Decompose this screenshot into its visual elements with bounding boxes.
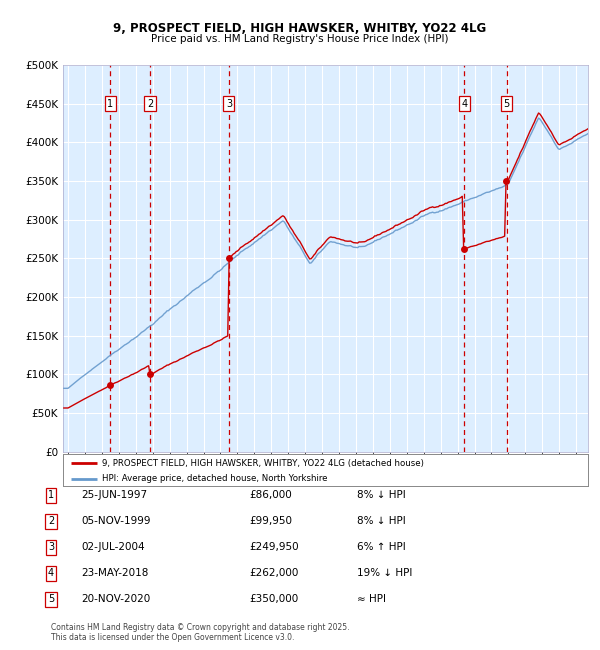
- Text: 4: 4: [461, 99, 467, 109]
- Text: 8% ↓ HPI: 8% ↓ HPI: [357, 516, 406, 526]
- Text: 5: 5: [503, 99, 510, 109]
- Text: 4: 4: [48, 568, 54, 578]
- Text: 9, PROSPECT FIELD, HIGH HAWSKER, WHITBY, YO22 4LG: 9, PROSPECT FIELD, HIGH HAWSKER, WHITBY,…: [113, 22, 487, 35]
- Text: £86,000: £86,000: [249, 490, 292, 501]
- Text: £249,950: £249,950: [249, 542, 299, 552]
- Text: 05-NOV-1999: 05-NOV-1999: [81, 516, 151, 526]
- Text: 9, PROSPECT FIELD, HIGH HAWSKER, WHITBY, YO22 4LG (detached house): 9, PROSPECT FIELD, HIGH HAWSKER, WHITBY,…: [103, 459, 424, 467]
- Text: 25-JUN-1997: 25-JUN-1997: [81, 490, 147, 501]
- Text: 23-MAY-2018: 23-MAY-2018: [81, 568, 148, 578]
- Text: Contains HM Land Registry data © Crown copyright and database right 2025.
This d: Contains HM Land Registry data © Crown c…: [51, 623, 349, 642]
- Text: 3: 3: [226, 99, 232, 109]
- Text: 19% ↓ HPI: 19% ↓ HPI: [357, 568, 412, 578]
- Text: 3: 3: [48, 542, 54, 552]
- Text: £262,000: £262,000: [249, 568, 298, 578]
- Text: HPI: Average price, detached house, North Yorkshire: HPI: Average price, detached house, Nort…: [103, 474, 328, 483]
- Text: 1: 1: [107, 99, 113, 109]
- Text: £99,950: £99,950: [249, 516, 292, 526]
- Text: 1: 1: [48, 490, 54, 501]
- Text: Price paid vs. HM Land Registry's House Price Index (HPI): Price paid vs. HM Land Registry's House …: [151, 34, 449, 44]
- Text: 6% ↑ HPI: 6% ↑ HPI: [357, 542, 406, 552]
- Text: £350,000: £350,000: [249, 594, 298, 604]
- Text: 8% ↓ HPI: 8% ↓ HPI: [357, 490, 406, 501]
- Text: 02-JUL-2004: 02-JUL-2004: [81, 542, 145, 552]
- Text: 5: 5: [48, 594, 54, 604]
- Text: 2: 2: [147, 99, 153, 109]
- Text: 20-NOV-2020: 20-NOV-2020: [81, 594, 150, 604]
- Text: 2: 2: [48, 516, 54, 526]
- Text: ≈ HPI: ≈ HPI: [357, 594, 386, 604]
